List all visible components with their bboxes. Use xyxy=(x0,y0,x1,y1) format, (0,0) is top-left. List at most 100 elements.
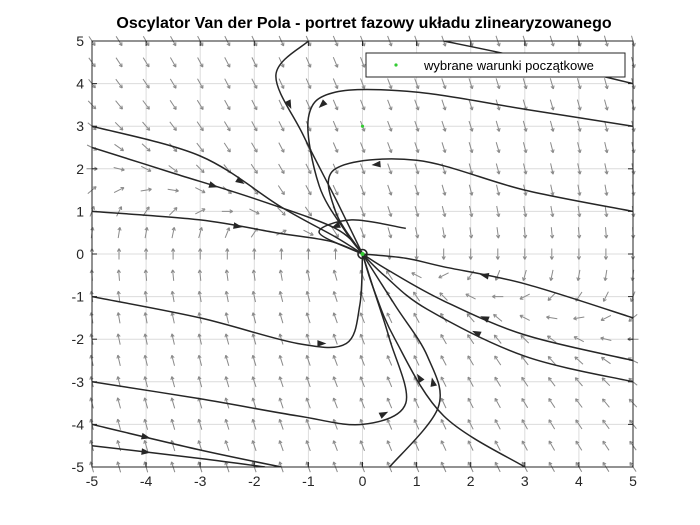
quiver-arrow xyxy=(440,355,447,366)
quiver-arrow xyxy=(549,120,555,132)
quiver-arrow xyxy=(305,185,312,196)
quiver-arrow xyxy=(196,142,205,153)
quiver-arrow xyxy=(114,121,124,131)
quiver-arrow xyxy=(360,227,366,239)
quiver-arrow xyxy=(142,121,151,131)
quiver-arrow xyxy=(387,184,393,196)
quiver-arrow xyxy=(576,248,582,260)
quiver-arrow xyxy=(550,142,555,154)
y-tick-label: 5 xyxy=(76,33,84,49)
quiver-arrow xyxy=(305,163,312,175)
quiver-arrow xyxy=(171,226,176,239)
quiver-arrow xyxy=(251,142,258,153)
quiver-arrow xyxy=(196,121,204,132)
quiver-arrow xyxy=(332,184,339,196)
quiver-arrow xyxy=(360,163,366,175)
quiver-arrow xyxy=(251,376,257,388)
quiver-arrow xyxy=(278,99,285,111)
quiver-arrow xyxy=(387,163,393,175)
quiver-arrow xyxy=(548,398,556,408)
quiver-arrow xyxy=(305,397,311,409)
quiver-arrow xyxy=(522,269,527,281)
quiver-arrow xyxy=(224,418,230,430)
quiver-arrow xyxy=(304,206,312,217)
quiver-arrow xyxy=(467,440,474,451)
quiver-arrow xyxy=(386,270,394,281)
legend-box xyxy=(365,52,626,78)
quiver-arrow xyxy=(440,376,447,387)
quiver-arrow xyxy=(170,312,175,324)
quiver-arrow xyxy=(251,397,257,409)
quiver-arrow xyxy=(116,206,123,217)
quiver-arrow xyxy=(576,78,582,90)
quiver-arrow xyxy=(170,290,175,303)
quiver-arrow xyxy=(604,78,609,90)
quiver-arrow xyxy=(224,312,229,324)
x-tick-label: 3 xyxy=(521,473,529,489)
quiver-arrow xyxy=(602,291,609,302)
trajectory-series xyxy=(92,41,633,467)
quiver-arrow xyxy=(604,120,609,132)
y-tick-label: 3 xyxy=(76,118,84,134)
quiver-arrow xyxy=(197,354,203,366)
trajectory-line xyxy=(92,423,282,467)
quiver-arrow xyxy=(305,376,311,388)
quiver-arrow xyxy=(143,440,149,452)
quiver-arrow xyxy=(332,99,339,111)
quiver-arrow xyxy=(279,248,284,260)
quiver-arrow xyxy=(359,355,365,366)
x-tick-label: 4 xyxy=(575,473,583,489)
quiver-arrow xyxy=(198,227,203,239)
quiver-arrow xyxy=(223,142,231,153)
quiver-arrow xyxy=(600,356,611,365)
quiver-arrow xyxy=(441,99,447,111)
quiver-arrow xyxy=(495,78,501,90)
quiver-arrow xyxy=(496,184,501,196)
quiver-arrow xyxy=(251,312,257,324)
quiver-arrow xyxy=(142,57,150,68)
quiver-arrow xyxy=(577,120,582,132)
quiver-arrow xyxy=(332,142,339,153)
quiver-arrow xyxy=(575,440,583,451)
quiver-arrow xyxy=(549,227,555,239)
y-tick-label: -2 xyxy=(72,331,85,347)
quiver-arrow xyxy=(440,397,447,409)
quiver-arrow xyxy=(414,142,420,154)
quiver-arrow xyxy=(493,334,502,344)
quiver-arrow xyxy=(332,269,338,281)
quiver-arrow xyxy=(278,397,284,409)
quiver-arrow xyxy=(278,440,284,452)
quiver-arrow xyxy=(467,355,474,366)
quiver-arrow xyxy=(414,205,420,218)
quiver-arrow xyxy=(604,99,609,111)
quiver-arrow xyxy=(550,163,555,175)
x-tick-label: 2 xyxy=(467,473,475,489)
quiver-arrow xyxy=(413,397,420,409)
quiver-arrow xyxy=(495,142,501,154)
quiver-arrow xyxy=(548,419,556,430)
quiver-arrow xyxy=(305,333,311,345)
quiver-arrow xyxy=(360,57,366,68)
quiver-arrow xyxy=(411,272,422,279)
quiver-arrow xyxy=(414,120,420,132)
trajectory-line xyxy=(307,88,633,255)
axes: -5 -4 -3 -2 -1 0 1 2 3 4 5 -5 -4 -3 -2 -1 0 1 2 3 4 5 xyxy=(72,33,638,489)
quiver-arrow xyxy=(577,142,582,154)
quiver-arrow xyxy=(440,333,447,345)
quiver-arrow xyxy=(224,290,229,303)
quiver-arrow xyxy=(442,227,447,239)
quiver-arrow xyxy=(523,205,528,218)
quiver-arrow xyxy=(113,167,125,172)
quiver-arrow xyxy=(522,227,528,239)
quiver-arrow xyxy=(251,99,258,111)
quiver-arrow xyxy=(251,333,257,345)
quiver-arrow xyxy=(576,269,581,282)
quiver-arrow xyxy=(224,269,230,281)
quiver-arrow xyxy=(169,78,177,89)
trajectory-line xyxy=(362,253,633,319)
quiver-arrow xyxy=(549,99,555,111)
quiver-arrow xyxy=(143,418,149,430)
quiver-arrow xyxy=(170,269,176,281)
quiver-arrow xyxy=(601,377,611,387)
